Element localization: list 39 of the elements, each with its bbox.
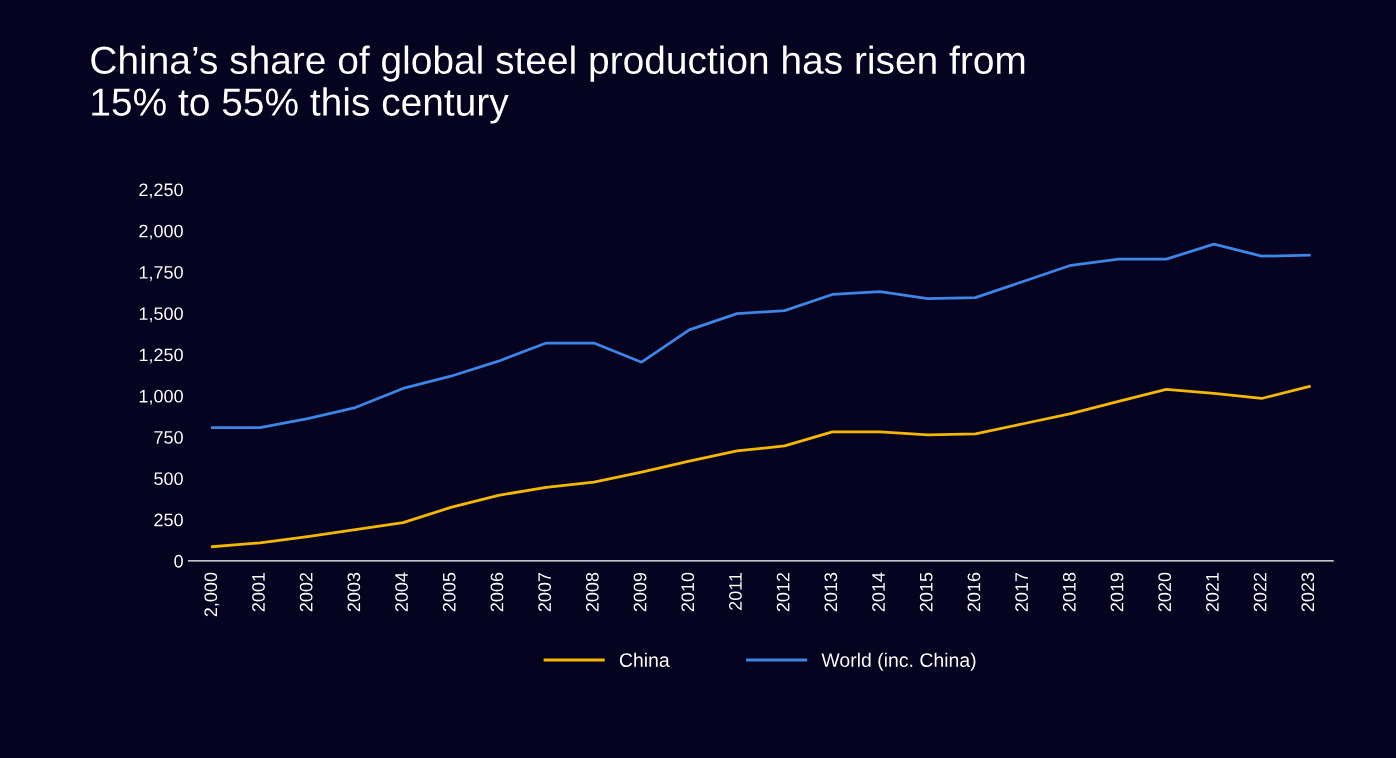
x-tick-label: 2007: [538, 572, 552, 612]
x-tick-label: 2002: [299, 572, 313, 612]
x-tick-label: 2022: [1253, 572, 1267, 612]
y-tick-label: 1,750: [139, 265, 183, 281]
legend-label: World (inc. China): [821, 652, 976, 671]
x-tick-label: 2013: [824, 572, 838, 612]
x-tick-label: 2018: [1062, 572, 1076, 612]
x-tick-label: 2011: [729, 572, 742, 610]
x-tick-label: 2006: [490, 572, 504, 612]
x-tick-label: 2012: [776, 572, 790, 612]
legend-label: China: [619, 652, 670, 667]
chart-title: China’s share of global steel production has risen from 15% to 55% this century: [91, 45, 1025, 124]
x-tick-label: 2021: [1206, 572, 1219, 612]
y-tick-label: 750: [154, 431, 183, 444]
x-tick-label: 2023: [1301, 572, 1315, 612]
x-tick-label: 2020: [1158, 572, 1172, 612]
y-tick-label: 2,000: [139, 224, 183, 240]
x-tick-label: 2017: [1015, 572, 1028, 612]
x-tick-label: 2004: [395, 572, 408, 612]
x-tick-label: 2,000: [204, 572, 220, 617]
y-tick-label: 2,250: [139, 183, 183, 199]
y-tick-label: 250: [154, 513, 183, 527]
x-tick-label: 2010: [681, 572, 695, 612]
y-tick-label: 1,000: [139, 389, 183, 405]
x-tick-label: 2019: [1110, 572, 1124, 612]
x-tick-label: 2014: [872, 572, 885, 612]
x-tick-label: 2003: [347, 572, 361, 612]
x-tick-label: 2008: [585, 572, 599, 612]
x-tick-label: 2001: [252, 572, 265, 612]
x-tick-label: 2015: [919, 572, 933, 612]
y-tick-label: 1,250: [139, 348, 183, 364]
x-tick-label: 2016: [967, 572, 981, 612]
x-tick-label: 2009: [633, 572, 647, 612]
line-series: [210, 385, 1311, 549]
y-tick-label: 1,500: [139, 307, 183, 323]
x-tick-label: 2005: [442, 572, 456, 612]
y-tick-label: 500: [154, 472, 183, 486]
y-tick-label: 0: [174, 554, 183, 568]
line-series: [210, 242, 1311, 430]
